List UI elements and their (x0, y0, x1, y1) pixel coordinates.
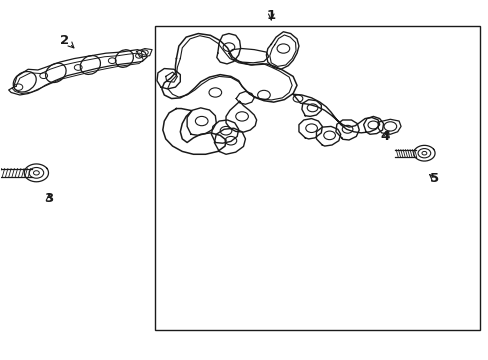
Text: 1: 1 (266, 9, 275, 22)
Text: 4: 4 (380, 130, 389, 143)
Bar (154, 26, 479, 330)
Text: 2: 2 (60, 34, 69, 47)
Text: 3: 3 (44, 192, 54, 205)
Text: 5: 5 (428, 172, 438, 185)
